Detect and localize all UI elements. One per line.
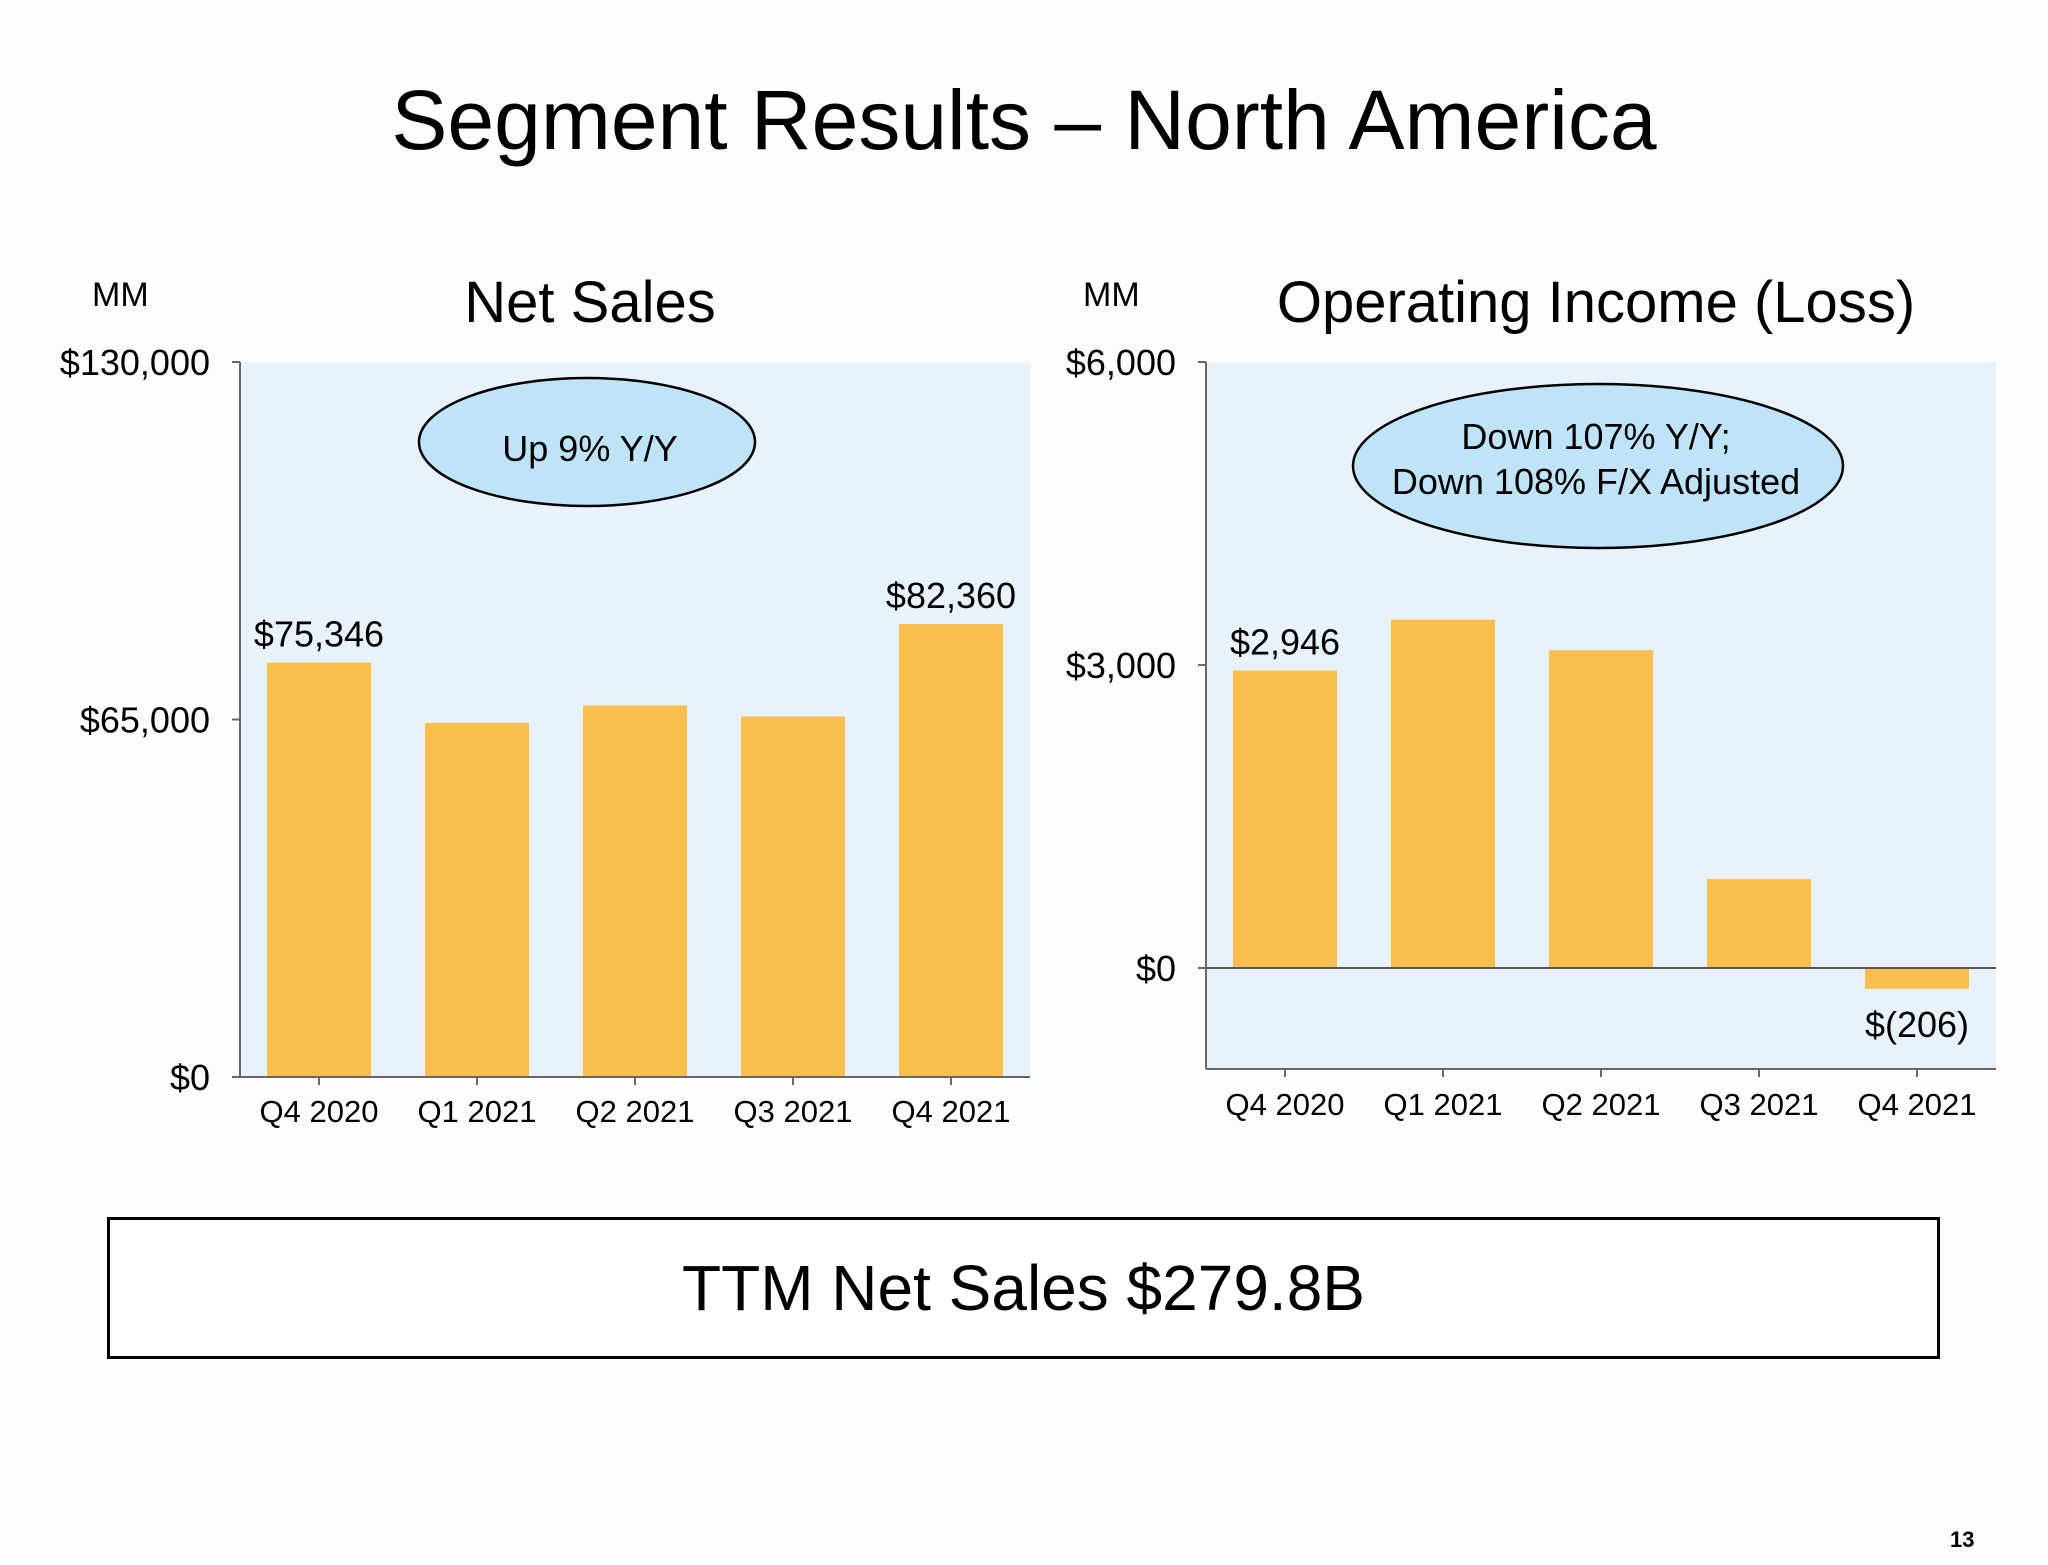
bar-q2-2021: [1549, 650, 1653, 968]
bar-q3-2021: [741, 716, 845, 1077]
callout-ellipse: [417, 376, 757, 508]
unit-label: MM: [92, 276, 149, 314]
x-tick-label: Q4 2021: [1858, 1087, 1977, 1122]
y-tick-label: $130,000: [60, 342, 210, 383]
data-label: $82,360: [886, 575, 1016, 616]
data-label: $(206): [1865, 1004, 1969, 1045]
bar-q4-2021: [1865, 968, 1969, 989]
x-tick-label: Q3 2021: [734, 1094, 853, 1129]
ttm-net-sales-box: TTM Net Sales $279.8B: [107, 1217, 1940, 1359]
y-tick-label: $0: [170, 1057, 210, 1098]
chart-title: Operating Income (Loss): [1277, 270, 1915, 335]
bar-q1-2021: [1391, 619, 1495, 968]
y-tick-label: $6,000: [1066, 342, 1176, 383]
x-tick-label: Q3 2021: [1700, 1087, 1819, 1122]
x-tick-label: Q4 2021: [892, 1094, 1011, 1129]
callout: Down 107% Y/Y; Down 108% F/X Adjusted: [1351, 382, 1845, 550]
bar-q2-2021: [583, 705, 687, 1077]
callout: Up 9% Y/Y: [417, 376, 757, 508]
chart-title: Net Sales: [464, 270, 715, 335]
bar-q1-2021: [425, 722, 529, 1077]
y-tick-label: $3,000: [1066, 645, 1176, 686]
ttm-net-sales-text: TTM Net Sales $279.8B: [682, 1252, 1365, 1324]
x-tick-label: Q1 2021: [418, 1094, 537, 1129]
bar-q4-2020: [1233, 670, 1337, 968]
x-tick-label: Q2 2021: [576, 1094, 695, 1129]
x-tick-label: Q4 2020: [1226, 1087, 1345, 1122]
x-tick-label: Q4 2020: [260, 1094, 379, 1129]
x-tick-label: Q1 2021: [1384, 1087, 1503, 1122]
callout-text-line-1: Down 107% Y/Y;: [1461, 416, 1730, 457]
data-label: $75,346: [254, 614, 384, 655]
data-label: $2,946: [1230, 621, 1340, 662]
x-tick-label: Q2 2021: [1542, 1087, 1661, 1122]
unit-label: MM: [1083, 276, 1140, 314]
page-number: 13: [1950, 1527, 1975, 1552]
page-title: Segment Results – North America: [391, 73, 1657, 167]
bar-q4-2020: [267, 662, 371, 1077]
callout-ellipse: [1351, 382, 1845, 550]
y-tick-label: $0: [1136, 948, 1176, 989]
y-tick-label: $65,000: [80, 700, 210, 741]
callout-text: Up 9% Y/Y: [502, 428, 677, 469]
bar-q4-2021: [899, 624, 1003, 1077]
bar-q3-2021: [1707, 879, 1811, 968]
callout-text-line-2: Down 108% F/X Adjusted: [1392, 461, 1800, 502]
